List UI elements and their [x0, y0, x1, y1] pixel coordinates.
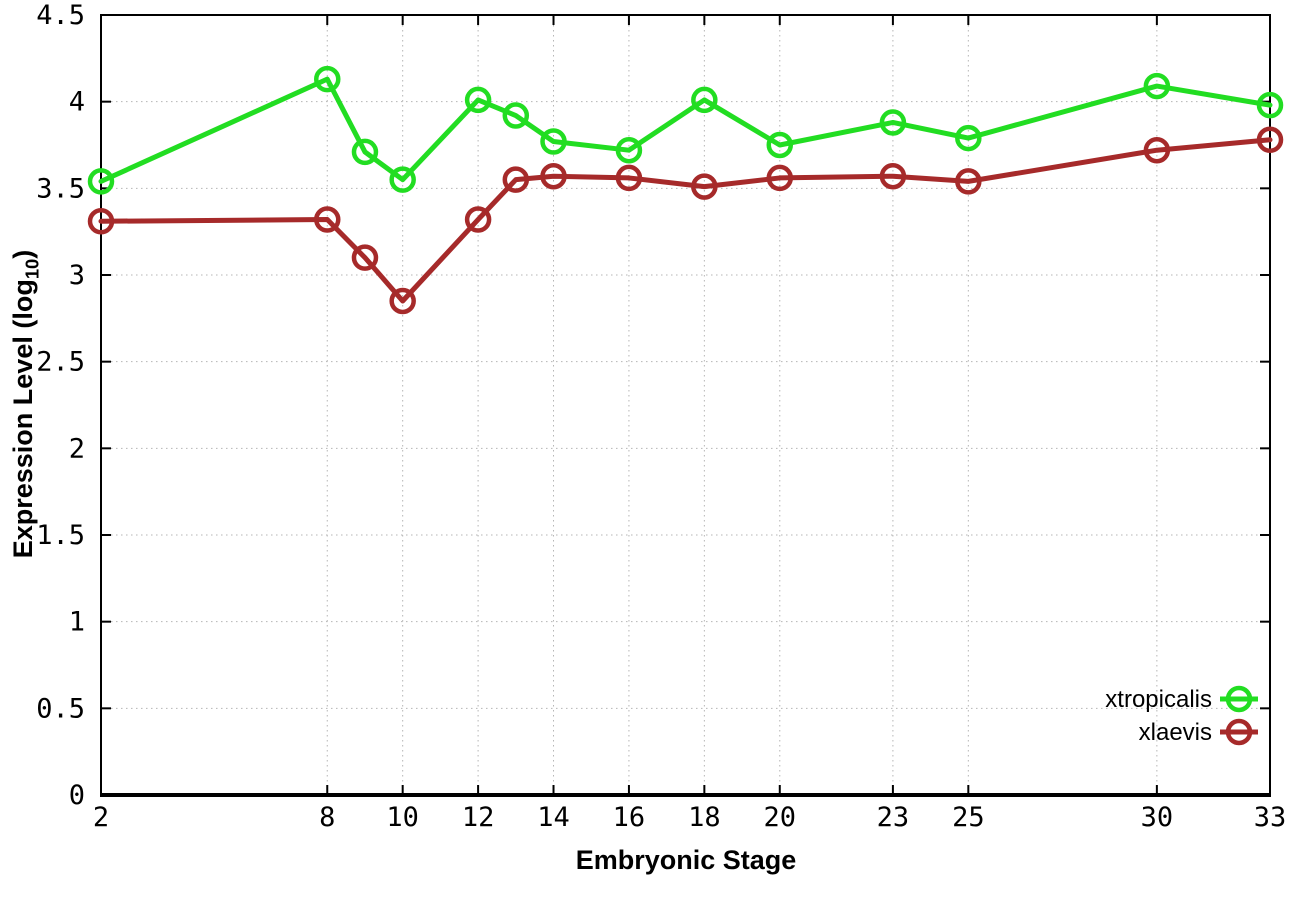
x-tick-label: 14 — [537, 802, 570, 833]
data-point-xlaevis — [615, 164, 643, 192]
data-point-xtropicalis — [955, 124, 982, 152]
y-axis-label: Expression Level (log10) — [8, 14, 52, 794]
x-tick-label: 8 — [319, 802, 335, 833]
data-point-xtropicalis — [879, 109, 907, 136]
data-point-xlaevis — [502, 166, 530, 193]
y-tick-label: 1 — [69, 607, 85, 638]
data-point-xtropicalis — [1256, 91, 1284, 119]
y-tick-label: 3.5 — [36, 173, 85, 204]
data-point-xtropicalis — [691, 86, 718, 114]
y-tick-label: 2 — [69, 433, 85, 464]
y-tick-label: 2.5 — [36, 347, 85, 378]
series-line-xtropicalis — [98, 76, 1273, 184]
series-line-xlaevis — [98, 137, 1273, 304]
y-tick-label: 0 — [69, 780, 85, 811]
data-point-xtropicalis — [389, 166, 416, 193]
x-tick-label: 33 — [1254, 802, 1287, 833]
x-tick-label: 2 — [93, 802, 109, 833]
x-axis-label: Embryonic Stage — [575, 845, 797, 875]
data-point-xlaevis — [1256, 126, 1284, 154]
data-point-xlaevis — [464, 206, 492, 233]
y-tick-label: 4 — [69, 87, 85, 118]
data-point-xlaevis — [691, 173, 718, 200]
plot-border — [100, 14, 1271, 796]
data-point-xtropicalis — [540, 128, 567, 155]
y-axis-label-close: ) — [8, 249, 38, 259]
y-tick-label: 4.5 — [36, 0, 85, 31]
x-tick-label: 30 — [1141, 802, 1174, 833]
legend-label-xtropicalis: xtropicalis — [1105, 686, 1212, 713]
data-point-xtropicalis — [464, 86, 492, 114]
x-tick-label: 12 — [462, 802, 495, 833]
legend-marker-xtropicalis — [1225, 685, 1253, 713]
data-point-xtropicalis — [1143, 72, 1171, 100]
data-point-xtropicalis — [87, 168, 115, 195]
data-point-xlaevis — [766, 164, 794, 192]
data-point-xlaevis — [955, 168, 982, 195]
data-point-xlaevis — [351, 244, 379, 271]
legend-label-xlaevis: xlaevis — [1139, 719, 1212, 746]
y-axis-label-subscript: 10 — [21, 258, 43, 280]
y-tick-label: 1.5 — [36, 520, 85, 551]
data-point-xlaevis — [314, 206, 341, 233]
x-tick-label: 16 — [613, 802, 646, 833]
data-point-xlaevis — [540, 162, 567, 190]
data-point-xlaevis — [879, 162, 907, 190]
legend-marker-xlaevis — [1225, 718, 1253, 746]
data-point-xtropicalis — [502, 102, 530, 129]
y-axis-label-text: Expression Level (log — [8, 279, 38, 559]
data-point-xtropicalis — [351, 138, 379, 166]
x-tick-label: 18 — [688, 802, 721, 833]
y-tick-label: 3 — [69, 260, 85, 291]
y-tick-label: 0.5 — [36, 693, 85, 724]
x-tick-label: 20 — [764, 802, 797, 833]
data-point-xlaevis — [389, 287, 416, 315]
data-point-xtropicalis — [615, 136, 643, 164]
x-tick-label: 23 — [877, 802, 910, 833]
data-point-xlaevis — [87, 208, 115, 235]
data-point-xlaevis — [1143, 136, 1171, 164]
x-tick-label: 25 — [952, 802, 985, 833]
data-point-xtropicalis — [314, 65, 341, 93]
x-tick-label: 10 — [386, 802, 419, 833]
data-point-xtropicalis — [766, 131, 794, 159]
